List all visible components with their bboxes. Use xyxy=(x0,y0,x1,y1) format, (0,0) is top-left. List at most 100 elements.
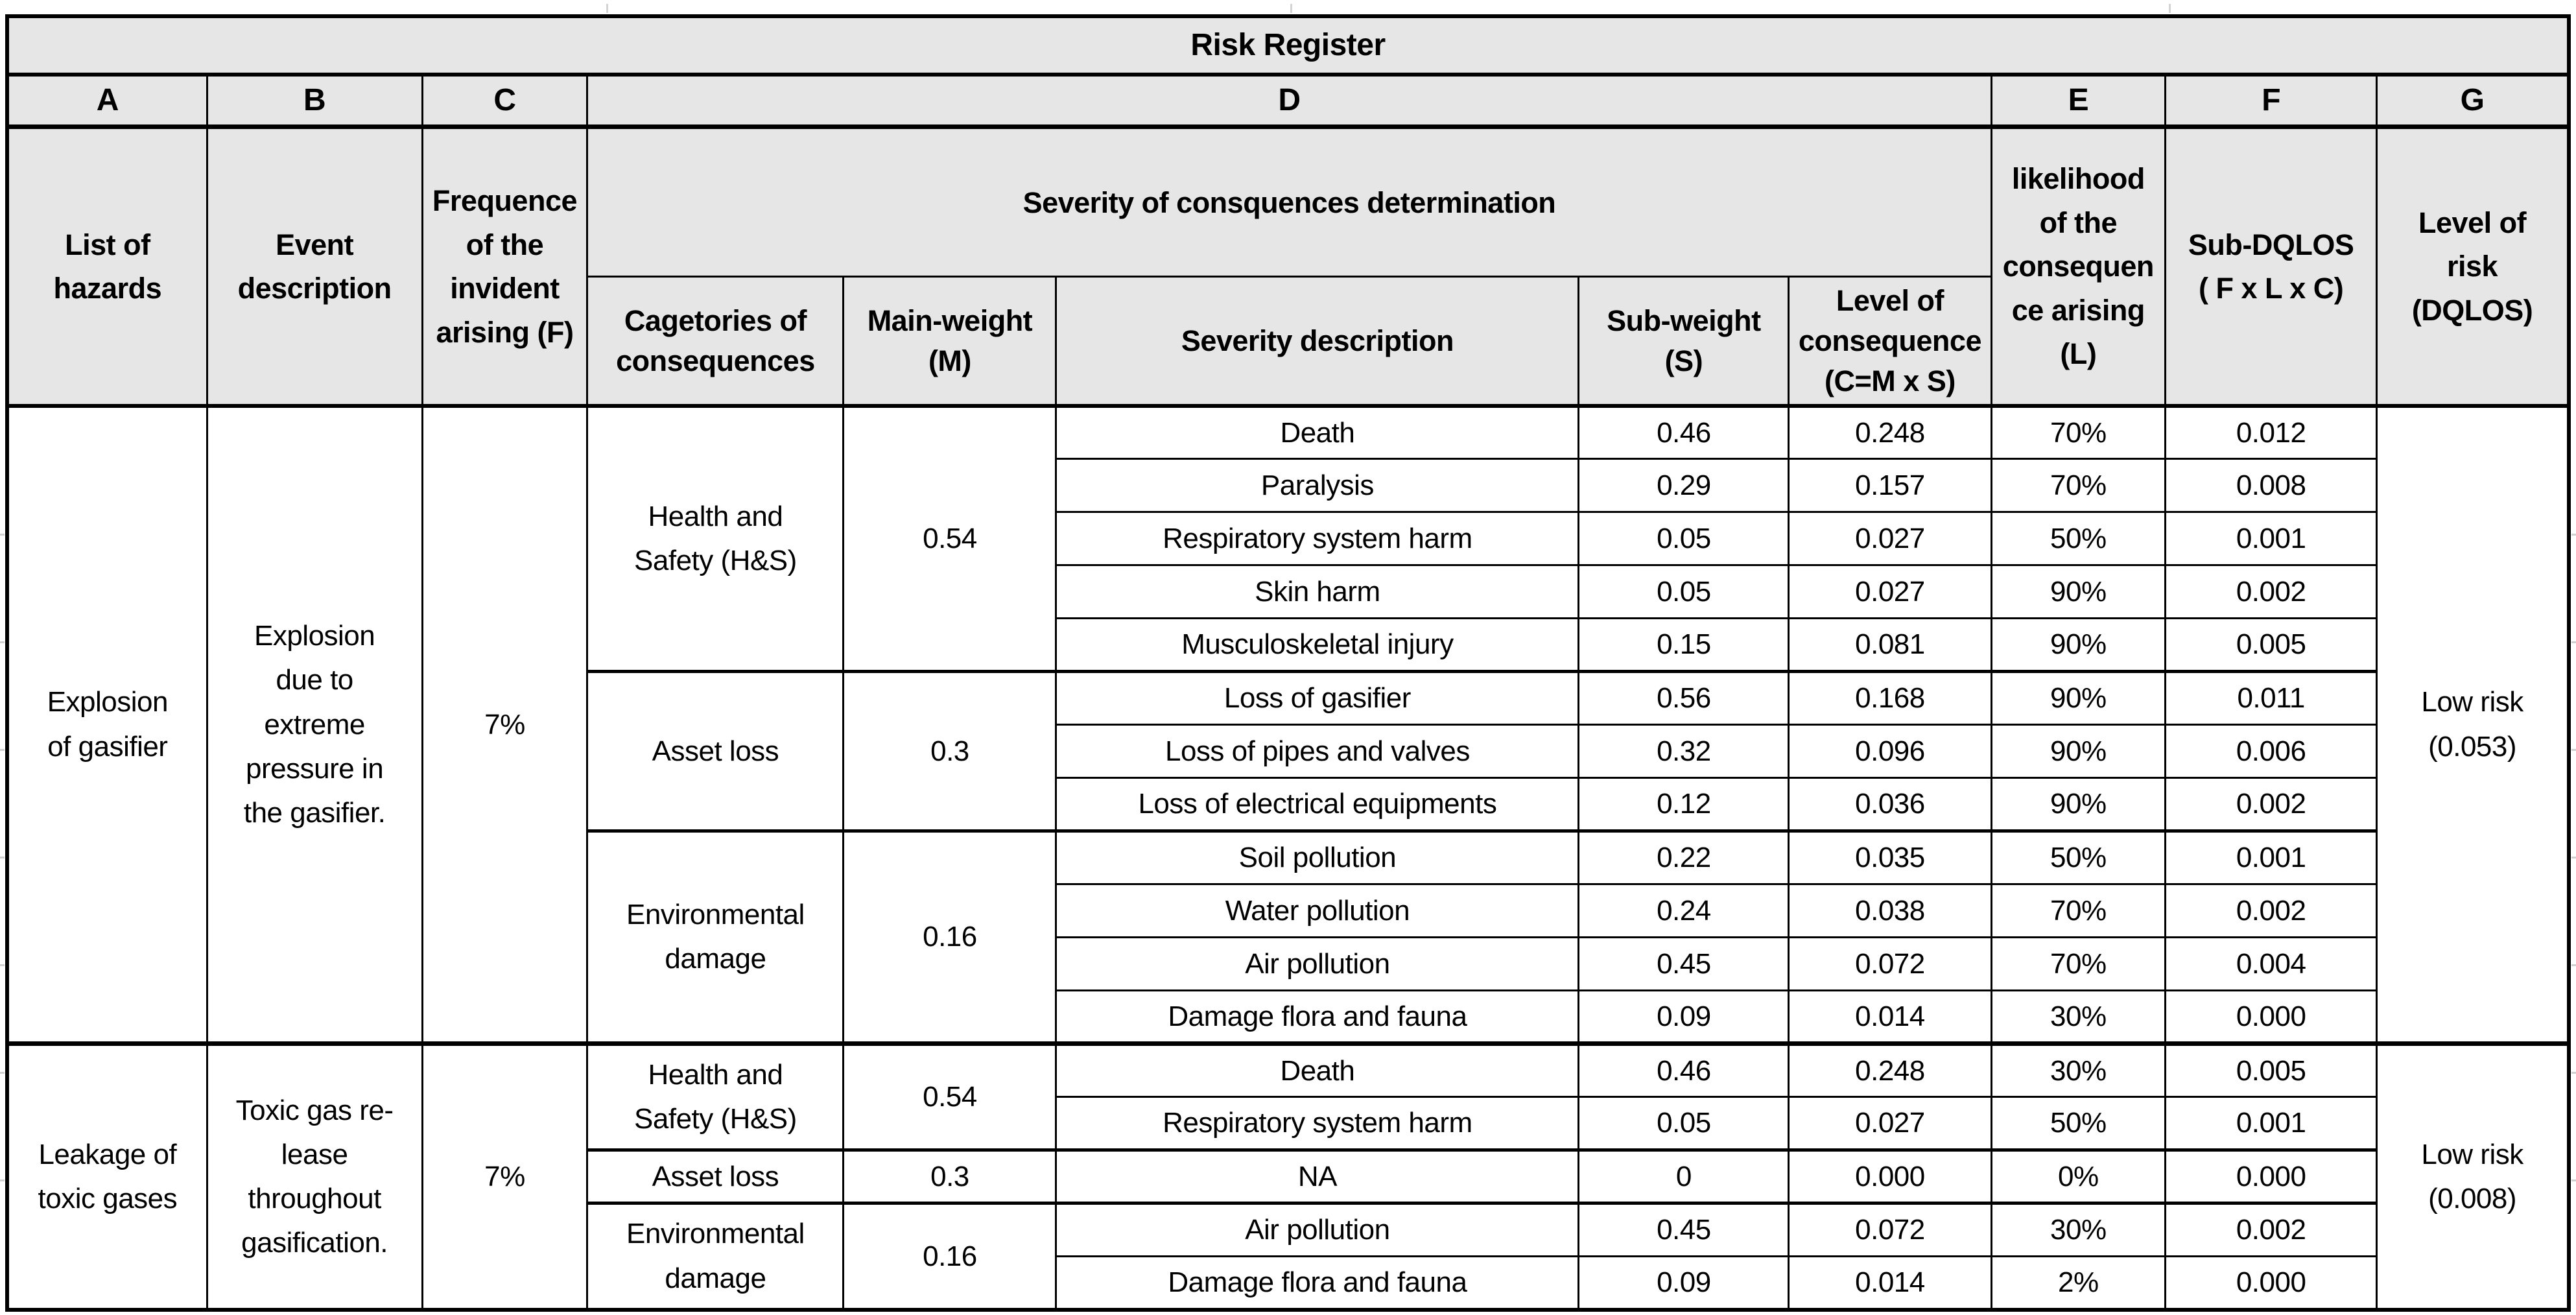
consequence-value: 0.081 xyxy=(1788,617,1992,674)
sub-weight-value: 0.12 xyxy=(1578,777,1790,833)
table-row: Leakage of toxic gases Toxic gas re- lea… xyxy=(6,1041,2570,1311)
table-row: Water pollution 0.24 0.038 70% 0.002 xyxy=(7,883,2569,939)
col-letter-f: F xyxy=(2164,73,2378,130)
sub-dqlos-value: 0.005 xyxy=(2164,617,2378,674)
event-description: Toxic gas re- lease throughout gasificat… xyxy=(206,1041,423,1311)
top-gridline-tick xyxy=(1290,4,1292,13)
sub-dqlos-value: 0.002 xyxy=(2164,1202,2378,1258)
likelihood-value: 70% xyxy=(1990,883,2167,939)
left-gridline-ticks xyxy=(0,428,5,1284)
sub-dqlos-value: 0.000 xyxy=(2164,1148,2378,1205)
header-severity-group: Severity of consquences determination xyxy=(586,126,1992,278)
frequency-value: 7% xyxy=(421,1041,589,1311)
severity-description: Damage flora and fauna xyxy=(1055,1255,1580,1311)
table-row: Musculoskeletal injury 0.15 0.081 90% 0.… xyxy=(7,617,2569,674)
main-weight-value: 0.16 xyxy=(842,829,1058,1045)
likelihood-value: 70% xyxy=(1990,458,2167,514)
table-title: Risk Register xyxy=(6,15,2570,77)
consequence-value: 0.014 xyxy=(1788,989,1992,1047)
severity-description: Air pollution xyxy=(1055,1202,1580,1258)
likelihood-value: 90% xyxy=(1990,724,2167,779)
table-row: Loss of pipes and valves 0.32 0.096 90% … xyxy=(7,724,2569,779)
event-description: Explosion due to extreme pressure in the… xyxy=(206,403,423,1045)
sub-dqlos-value: 0.001 xyxy=(2164,1096,2378,1152)
sub-dqlos-value: 0.012 xyxy=(2164,403,2378,460)
consequence-value: 0.036 xyxy=(1788,777,1992,833)
consequence-value: 0.248 xyxy=(1788,1041,1992,1098)
table-row: Paralysis 0.29 0.157 70% 0.008 xyxy=(7,458,2569,514)
header-severity-description: Severity description xyxy=(1055,276,1580,408)
likelihood-value: 90% xyxy=(1990,564,2167,620)
category-name: Asset loss xyxy=(586,1148,845,1205)
col-letter-c: C xyxy=(421,73,589,130)
sub-weight-value: 0.05 xyxy=(1578,1096,1790,1152)
risk-register-table-container: Risk Register A B C D E F G List of haza… xyxy=(5,14,2571,1312)
header-categories: Cagetories of consequences xyxy=(586,276,845,408)
consequence-value: 0.072 xyxy=(1788,1202,1992,1258)
severity-description: Soil pollution xyxy=(1055,829,1580,886)
sub-dqlos-value: 0.006 xyxy=(2164,724,2378,779)
severity-description: Musculoskeletal injury xyxy=(1055,617,1580,674)
sub-dqlos-value: 0.000 xyxy=(2164,989,2378,1047)
likelihood-value: 90% xyxy=(1990,777,2167,833)
col-letter-d: D xyxy=(586,73,1992,130)
header-list-of-hazards: List of hazards xyxy=(6,126,208,407)
severity-description: Damage flora and fauna xyxy=(1055,989,1580,1047)
table-row: Respiratory system harm 0.05 0.027 50% 0… xyxy=(7,511,2569,567)
level-of-risk-value: Low risk (0.008) xyxy=(2376,1041,2570,1311)
consequence-value: 0.072 xyxy=(1788,936,1992,992)
category-name: Environmental damage xyxy=(586,1202,845,1311)
top-gridline-tick xyxy=(2169,4,2171,13)
sub-weight-value: 0.29 xyxy=(1578,458,1790,514)
severity-description: Loss of gasifier xyxy=(1055,670,1580,726)
likelihood-value: 30% xyxy=(1990,989,2167,1047)
sub-weight-value: 0.05 xyxy=(1578,511,1790,567)
table-row: Asset loss 0.3 Loss of gasifier 0.56 0.1… xyxy=(7,670,2569,833)
hazard-name: Leakage of toxic gases xyxy=(6,1041,208,1311)
sub-weight-value: 0.24 xyxy=(1578,883,1790,939)
table-row: Explosion of gasifier Explosion due to e… xyxy=(6,403,2570,1045)
sub-dqlos-value: 0.002 xyxy=(2164,777,2378,833)
likelihood-value: 30% xyxy=(1990,1202,2167,1258)
likelihood-value: 90% xyxy=(1990,617,2167,674)
table-row: Loss of electrical equipments 0.12 0.036… xyxy=(7,777,2569,833)
severity-description: Water pollution xyxy=(1055,883,1580,939)
title-row: Risk Register xyxy=(6,15,2570,77)
consequence-value: 0.027 xyxy=(1788,564,1992,620)
consequence-value: 0.168 xyxy=(1788,670,1992,726)
right-gridline-ticks xyxy=(2571,428,2576,1284)
likelihood-value: 50% xyxy=(1990,511,2167,567)
main-weight-value: 0.3 xyxy=(842,670,1058,833)
severity-description: Paralysis xyxy=(1055,458,1580,514)
severity-description: Skin harm xyxy=(1055,564,1580,620)
category-name: Environmental damage xyxy=(586,829,845,1045)
header-main-weight: Main-weight (M) xyxy=(842,276,1058,408)
header-level-of-risk: Level of risk (DQLOS) xyxy=(2376,126,2570,407)
likelihood-value: 30% xyxy=(1990,1041,2167,1098)
severity-description: Respiratory system harm xyxy=(1055,511,1580,567)
likelihood-value: 70% xyxy=(1990,936,2167,992)
table-row: Asset loss 0.3 NA 0 0.000 0% 0.000 xyxy=(7,1148,2569,1205)
category-name: Health and Safety (H&S) xyxy=(586,1041,845,1152)
severity-description: Death xyxy=(1055,1041,1580,1098)
consequence-value: 0.096 xyxy=(1788,724,1992,779)
consequence-value: 0.000 xyxy=(1788,1148,1992,1205)
likelihood-value: 2% xyxy=(1990,1255,2167,1311)
consequence-value: 0.157 xyxy=(1788,458,1992,514)
header-row-2: Cagetories of consequences Main-weight (… xyxy=(7,276,2569,408)
table-row: Respiratory system harm 0.05 0.027 50% 0… xyxy=(7,1096,2569,1152)
sub-dqlos-value: 0.002 xyxy=(2164,883,2378,939)
header-sub-dqlos: Sub-DQLOS ( F x L x C) xyxy=(2164,126,2378,407)
hazard-name: Explosion of gasifier xyxy=(6,403,208,1045)
severity-description: NA xyxy=(1055,1148,1580,1205)
col-letter-g: G xyxy=(2376,73,2570,130)
severity-description: Loss of electrical equipments xyxy=(1055,777,1580,833)
table-row: Damage flora and fauna 0.09 0.014 30% 0.… xyxy=(7,989,2569,1047)
sub-weight-value: 0.46 xyxy=(1578,1041,1790,1098)
sub-dqlos-value: 0.004 xyxy=(2164,936,2378,992)
sub-dqlos-value: 0.002 xyxy=(2164,564,2378,620)
severity-description: Respiratory system harm xyxy=(1055,1096,1580,1152)
risk-register-table: Risk Register A B C D E F G List of haza… xyxy=(5,14,2571,1312)
col-letter-b: B xyxy=(206,73,423,130)
col-letter-e: E xyxy=(1990,73,2167,130)
